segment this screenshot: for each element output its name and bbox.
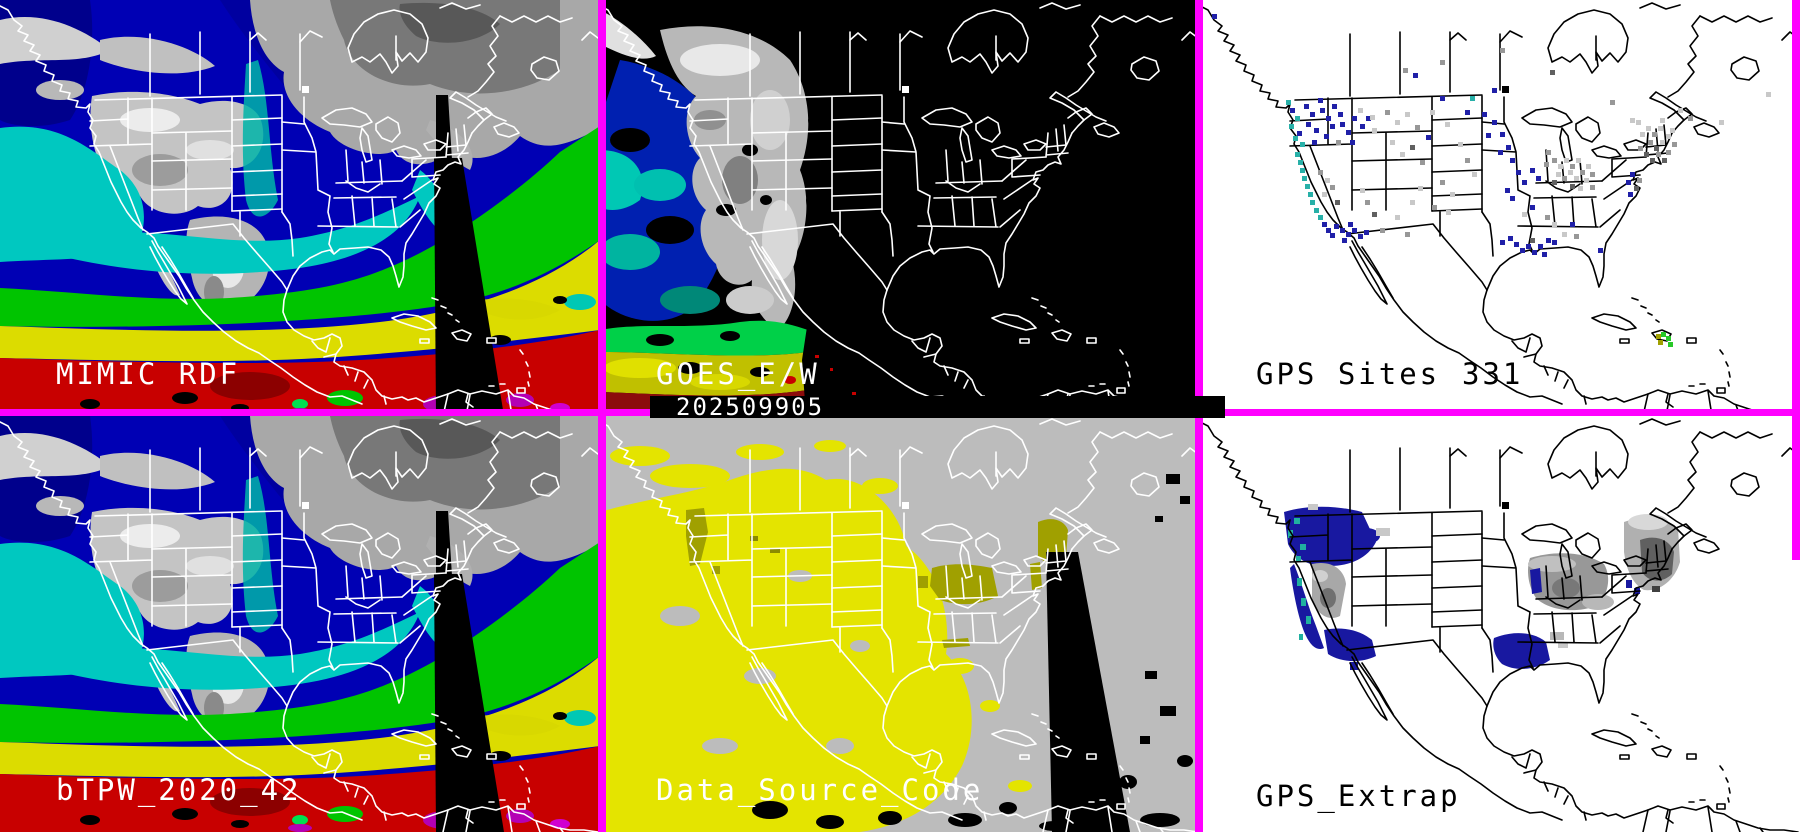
- panel-label-mimic: MIMIC RDF: [56, 357, 240, 391]
- timestamp-bar: 202509905: [650, 393, 1225, 421]
- panel-label-gps-sites: GPS Sites: [1256, 357, 1440, 391]
- btpw-map: bTPW_2020_42: [0, 416, 600, 832]
- panel-btpw: bTPW_2020_42: [0, 416, 600, 832]
- mimic-rdf-map: MIMIC RDF: [0, 0, 600, 416]
- goes-ew-map: GOES_E/W: [600, 0, 1200, 416]
- gps-extrap-map: GPS_Extrap: [1200, 416, 1800, 832]
- divider-vertical-left: [598, 0, 606, 832]
- panel-mimic-rdf: MIMIC RDF: [0, 0, 600, 416]
- panel-label-data-source: Data_Source_Code: [656, 773, 983, 808]
- panel-gps-extrap: GPS_Extrap: [1200, 416, 1800, 832]
- data-source-code-map: Data_Source_Code: [600, 416, 1200, 832]
- divider-right-edge: [1792, 0, 1800, 560]
- panel-goes-ew: GOES_E/W: [600, 0, 1200, 416]
- timestamp-text: 202509905: [676, 393, 825, 421]
- panel-gps-sites: GPS Sites 331: [1200, 0, 1800, 416]
- panel-label-gps-extrap: GPS_Extrap: [1256, 779, 1461, 814]
- gps-sites-count: 331: [1462, 357, 1523, 391]
- panel-label-btpw: bTPW_2020_42: [56, 773, 302, 808]
- gps-site-dot-layer: [1212, 14, 1799, 347]
- panel-label-goes: GOES_E/W: [656, 357, 820, 392]
- panel-data-source-code: Data_Source_Code: [600, 416, 1200, 832]
- gps-sites-map: GPS Sites 331: [1200, 0, 1800, 416]
